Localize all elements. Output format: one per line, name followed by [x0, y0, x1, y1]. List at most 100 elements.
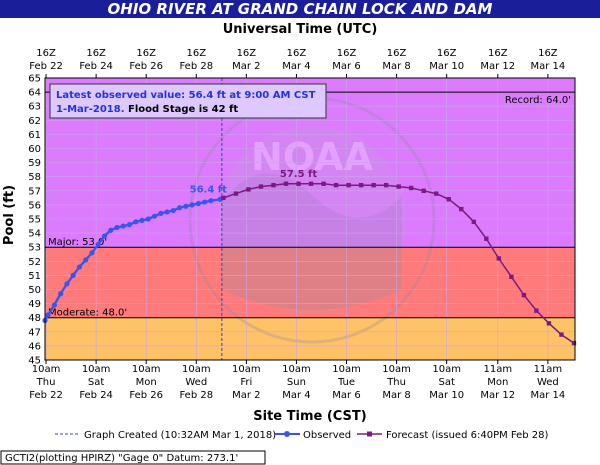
- observed-point: [45, 312, 51, 318]
- x-tick-label: 11am: [534, 364, 563, 375]
- top-tick-label: Mar 10: [429, 61, 464, 72]
- x-tick-label: 10am: [382, 364, 411, 375]
- legend-observed-marker: [284, 431, 290, 437]
- title-bar: [0, 0, 600, 18]
- top-tick-label: Mar 12: [480, 61, 515, 72]
- top-tick-label: Feb 24: [79, 61, 113, 72]
- forecast-point: [271, 182, 276, 188]
- x-tick-label: 10am: [232, 364, 261, 375]
- x-tick-label: 10am: [332, 364, 361, 375]
- observed-point: [133, 219, 139, 225]
- y-tick-label: 58: [28, 172, 41, 183]
- info-box-latest: Latest observed value: 56.4 ft at 9:00 A…: [56, 90, 316, 101]
- forecast-point: [496, 256, 502, 261]
- y-tick-label: 55: [28, 215, 41, 226]
- x-tick-label: 10am: [182, 364, 211, 375]
- observed-point: [158, 210, 164, 216]
- top-tick-label: Feb 28: [179, 61, 213, 72]
- forecast-point: [396, 184, 401, 189]
- observed-point: [70, 272, 76, 278]
- observed-point: [83, 257, 89, 263]
- observed-point: [114, 224, 120, 231]
- x-tick-label: Sat: [438, 377, 454, 388]
- observed-point: [89, 250, 95, 256]
- threshold-label-major: Major: 53.0': [48, 237, 107, 248]
- top-tick-label: Mar 4: [282, 61, 310, 72]
- y-tick-label: 48: [28, 313, 41, 324]
- x-tick-label: Mon: [487, 377, 508, 388]
- x-tick-label: Mar 6: [332, 390, 360, 401]
- svg-text:NOAA: NOAA: [251, 135, 373, 179]
- y-tick-label: 62: [28, 116, 41, 127]
- observed-point: [208, 198, 214, 204]
- top-tick-label: 16Z: [36, 48, 56, 59]
- forecast-point: [459, 206, 464, 212]
- forecast-point: [521, 292, 527, 298]
- forecast-point: [296, 181, 301, 186]
- forecast-point: [383, 182, 389, 188]
- top-tick-label: 16Z: [437, 48, 457, 59]
- forecast-point: [446, 197, 451, 202]
- y-tick-label: 65: [28, 74, 41, 85]
- series-layer: [42, 181, 577, 346]
- forecast-point: [421, 188, 426, 193]
- observed-point: [64, 281, 70, 287]
- observed-point: [76, 264, 83, 270]
- x-tick-label: Wed: [537, 377, 559, 388]
- forecast-point: [559, 332, 564, 337]
- x-axis-label: Site Time (CST): [253, 409, 366, 424]
- observed-point: [58, 291, 64, 297]
- y-axis-label: Pool (ft): [2, 185, 17, 245]
- plot-frame: [44, 77, 576, 361]
- x-tick-label: 10am: [282, 364, 311, 375]
- x-tick-label: 10am: [82, 364, 111, 375]
- forecast-point: [484, 236, 489, 241]
- x-tick-label: 10am: [32, 364, 61, 375]
- y-tick-label: 46: [28, 341, 41, 352]
- legend-forecast: Forecast (issued 6:40PM Feb 28): [386, 430, 549, 441]
- top-axis-label: Universal Time (UTC): [223, 22, 378, 37]
- forecast-point: [409, 185, 414, 191]
- top-tick-label: Mar 6: [332, 61, 360, 72]
- observed-point: [108, 227, 114, 233]
- y-tick-label: 45: [28, 356, 41, 367]
- top-tick-label: Feb 26: [129, 61, 163, 72]
- band-moderate: [45, 247, 575, 318]
- y-tick-label: 57: [28, 186, 41, 197]
- observed-point: [139, 217, 145, 224]
- threshold-label-moderate: Moderate: 48.0': [48, 308, 127, 319]
- observed-point: [120, 223, 126, 229]
- x-tick-label: 11am: [483, 364, 512, 375]
- forecast-point: [333, 182, 339, 188]
- x-tick-label: Sun: [287, 377, 306, 388]
- forecast-point: [534, 308, 539, 313]
- info-box: Latest observed value: 56.4 ft at 9:00 A…: [49, 83, 327, 119]
- observed-point: [164, 209, 170, 215]
- observed-point: [183, 203, 189, 209]
- y-tick-label: 54: [28, 229, 41, 240]
- top-tick-label: 16Z: [186, 48, 206, 59]
- forecast-point: [358, 182, 364, 188]
- forecast-point: [321, 181, 326, 186]
- x-tick-label: Feb 28: [179, 390, 213, 401]
- x-axis-bottom-ticks: 10am Thu Feb 22 10am Sat Feb 24 10am Mon Feb 26 1…: [29, 360, 565, 401]
- forecast-point: [233, 191, 239, 196]
- observed-point: [170, 207, 176, 214]
- forecast-point: [283, 181, 289, 186]
- x-tick-label: Mon: [136, 377, 157, 388]
- y-tick-label: 60: [28, 144, 41, 155]
- top-tick-label: Mar 2: [232, 61, 260, 72]
- x-tick-label: Wed: [185, 377, 207, 388]
- annotations: 56.4 ft 57.5 ft: [190, 169, 318, 196]
- top-tick-label: 16Z: [86, 48, 106, 59]
- forecast-point: [308, 181, 314, 186]
- x-tick-label: Mar 4: [282, 390, 310, 401]
- top-tick-label: Mar 8: [382, 61, 410, 72]
- y-tick-label: 51: [28, 271, 41, 282]
- x-tick-label: Thu: [386, 377, 406, 388]
- top-tick-label: Feb 22: [29, 61, 63, 72]
- forecast-point: [258, 184, 264, 189]
- forecast-point: [509, 274, 514, 280]
- observed-point: [95, 241, 101, 247]
- y-tick-label: 63: [28, 102, 41, 113]
